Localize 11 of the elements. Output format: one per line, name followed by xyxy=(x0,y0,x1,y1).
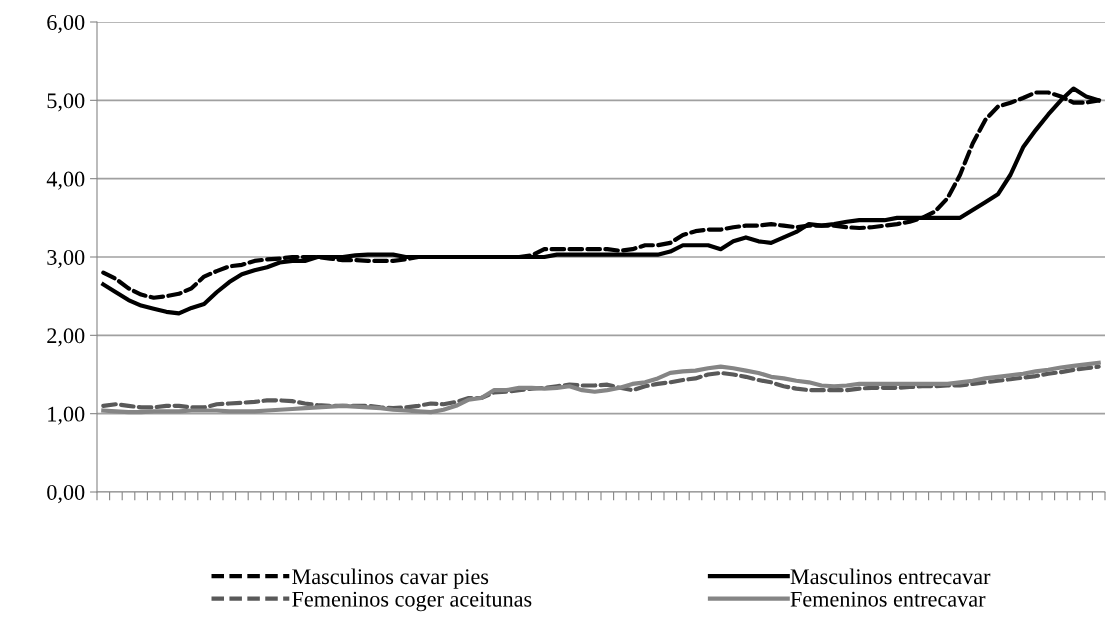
y-tick-label: 6,00 xyxy=(47,14,85,34)
y-tick-label: 0,00 xyxy=(47,484,85,504)
legend-label: Femeninos entrecavar xyxy=(790,591,986,607)
legend-label: Masculinos cavar pies xyxy=(292,568,489,589)
y-tick-label: 1,00 xyxy=(48,406,85,425)
y-tick-label: 3,00 xyxy=(47,249,85,269)
legend-label: Femeninos coger aceitunas xyxy=(292,591,532,612)
y-tick-label: 2,00 xyxy=(47,328,85,347)
y-tick-label: 5,00 xyxy=(47,93,85,112)
y-tick-label: 4,00 xyxy=(46,171,85,190)
legend-label: Masculinos entrecavar xyxy=(790,568,991,585)
